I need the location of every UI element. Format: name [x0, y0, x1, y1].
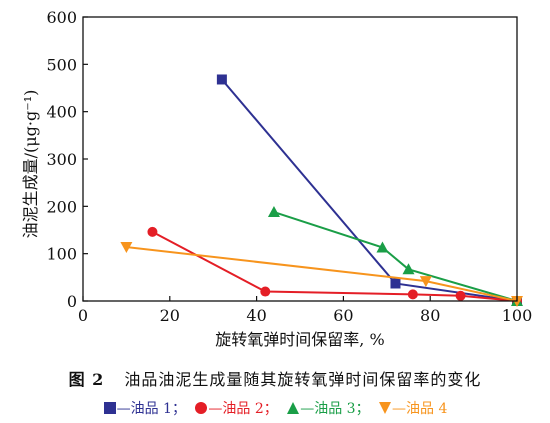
y-tick-label: 200 — [46, 197, 77, 216]
data-point — [120, 242, 133, 254]
triangle-down-marker-icon — [379, 402, 392, 414]
legend-item-oil-1: —油品 1； — [103, 398, 186, 418]
data-point — [147, 226, 158, 237]
x-tick-label: 40 — [246, 306, 266, 325]
series-line — [151, 231, 518, 302]
legend-separator: ； — [263, 401, 278, 417]
legend-label: —油品 2 — [208, 401, 264, 417]
legend-label: —油品 1 — [116, 401, 172, 417]
triangle-up-marker-icon — [287, 402, 300, 414]
y-tick-label: 100 — [46, 245, 77, 264]
data-point — [216, 74, 227, 85]
y-tick-label: 0 — [67, 292, 77, 311]
series-line — [273, 211, 518, 302]
circle-marker-icon — [195, 402, 208, 414]
legend-label: —油品 4 — [392, 401, 448, 417]
x-tick-label: 80 — [420, 306, 440, 325]
data-point — [390, 278, 401, 289]
data-point — [402, 263, 415, 275]
series-line — [221, 78, 518, 302]
legend-item-oil-4: —油品 4 — [378, 398, 447, 418]
x-tick-label: 100 — [502, 306, 533, 325]
x-tick-label: 60 — [333, 306, 353, 325]
y-tick-label: 600 — [46, 8, 77, 27]
legend-separator: ； — [355, 401, 370, 417]
chart: 0 20 40 60 80 100 0 100 200 300 400 500 600 旋转氧弹时间保留… — [21, 8, 533, 349]
data-point — [407, 289, 418, 300]
data-point — [455, 290, 466, 301]
x-tick-label: 0 — [78, 306, 88, 325]
y-tick-label: 300 — [46, 150, 77, 169]
data-point — [267, 206, 280, 218]
legend-label: —油品 3 — [300, 401, 356, 417]
figure-caption: 图 2 油品油泥生成量随其旋转氧弹时间保留率的变化 — [0, 366, 550, 390]
x-axis-label: 旋转氧弹时间保留率, % — [215, 330, 384, 349]
y-tick-label: 400 — [46, 103, 77, 122]
y-axis-label: 油泥生成量/(μg·g⁻¹) — [21, 90, 40, 239]
plot-frame — [82, 16, 518, 302]
figure-caption-text: 油品油泥生成量随其旋转氧弹时间保留率的变化 — [124, 370, 482, 389]
legend: —油品 1； —油品 2； —油品 3； —油品 4 — [0, 398, 550, 418]
series-oil-1 — [216, 74, 522, 306]
data-point — [376, 241, 389, 253]
x-tick-label: 20 — [160, 306, 180, 325]
legend-separator: ； — [171, 401, 186, 417]
y-tick-label: 500 — [46, 55, 77, 74]
data-point — [260, 286, 271, 297]
square-marker-icon — [103, 402, 116, 414]
data-point — [419, 276, 432, 288]
legend-item-oil-3: —油品 3； — [286, 398, 370, 418]
figure-number: 图 2 — [68, 370, 105, 389]
legend-item-oil-2: —油品 2； — [194, 398, 278, 418]
series-oil-3 — [267, 206, 523, 306]
